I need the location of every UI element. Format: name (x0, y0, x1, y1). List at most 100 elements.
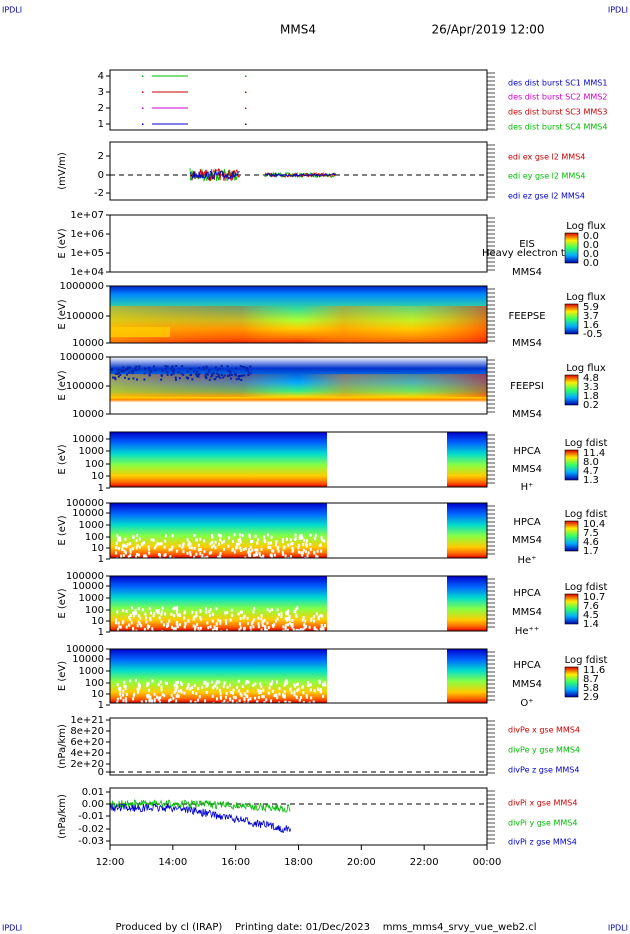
speckle (119, 373, 122, 376)
speckle (239, 365, 242, 368)
colorbar-tick-label: 2.9 (583, 692, 599, 703)
speckle (135, 539, 138, 543)
speckle (125, 368, 128, 371)
speckle (209, 542, 212, 546)
panel-label: FEEPSI (510, 381, 544, 392)
speckle (202, 557, 205, 561)
speckle (195, 538, 198, 542)
speckle (260, 628, 263, 632)
speckle (132, 697, 135, 701)
speckle (260, 547, 263, 551)
speckle (304, 550, 307, 554)
spectrogram-band (110, 327, 170, 337)
spacecraft-title: MMS4 (280, 23, 316, 37)
y-axis-label: E (eV) (57, 588, 68, 618)
speckle (217, 542, 220, 546)
speckle (226, 365, 229, 368)
speckle (233, 550, 236, 554)
speckle (254, 696, 257, 700)
speckle (132, 369, 135, 372)
speckle (248, 548, 251, 552)
speckle (124, 685, 127, 689)
speckle (187, 682, 190, 686)
y-tick-label: 6e+20 (70, 737, 104, 748)
speckle (295, 695, 298, 699)
speckle (152, 365, 155, 368)
spectrogram (447, 432, 487, 487)
y-tick-label: 1e+07 (70, 210, 104, 221)
speckle (313, 550, 316, 554)
speckle (263, 538, 266, 542)
y-tick-label: -2 (94, 188, 104, 199)
speckle (256, 541, 259, 545)
panel-label: MMS4 (512, 464, 542, 475)
speckle (160, 685, 163, 689)
burst-dot (245, 123, 247, 125)
speckle (257, 616, 260, 620)
speckle (230, 690, 233, 694)
speckle (143, 378, 146, 381)
speckle (232, 688, 235, 692)
colorbar (564, 374, 579, 406)
speckle (191, 691, 194, 695)
y-axis-label: (mV/m) (57, 152, 68, 190)
speckle (309, 688, 312, 692)
colorbar-tick-label: 0.0 (583, 240, 599, 251)
panel-frame (109, 787, 488, 846)
speckle (141, 541, 144, 545)
speckle (222, 376, 225, 379)
y-axis-label: (nPa/km) (57, 794, 68, 839)
speckle (322, 683, 325, 687)
speckle (153, 699, 156, 703)
legend-label: divPe y gse MMS4 (508, 746, 580, 755)
x-tick-label: 16:00 (221, 857, 250, 868)
panel-label: MMS4 (512, 267, 542, 278)
speckle (153, 546, 156, 550)
speckle (305, 539, 308, 543)
x-tick-label: 22:00 (410, 857, 439, 868)
speckle (296, 606, 299, 610)
speckle (189, 687, 192, 691)
speckle (124, 551, 127, 555)
speckle (256, 553, 259, 557)
colorbar-tick-label: 11.4 (583, 448, 605, 459)
speckle (119, 688, 122, 692)
speckle (324, 557, 327, 561)
y-tick-label: 100 (85, 678, 104, 689)
y-tick-label: 100 (85, 532, 104, 543)
speckle (170, 547, 173, 551)
y-tick-label: 1000000 (59, 352, 104, 363)
legend-label: divPi y gse MMS4 (508, 819, 577, 828)
speckle (277, 613, 280, 617)
speckle (146, 682, 149, 686)
speckle (145, 699, 148, 703)
speckle (274, 543, 277, 547)
speckle (187, 543, 190, 547)
speckle (135, 678, 138, 682)
speckle (157, 697, 160, 701)
speckle (284, 623, 287, 627)
speckle (157, 611, 160, 615)
speckle (229, 698, 232, 702)
y-tick-label: 2 (98, 151, 104, 162)
panel-label: H⁺ (521, 482, 534, 493)
speckle (172, 368, 175, 371)
speckle (316, 549, 319, 553)
speckle (223, 539, 226, 543)
speckle (150, 538, 153, 542)
speckle (284, 628, 287, 632)
colorbar-title: Log fdist (565, 509, 608, 520)
speckle (293, 610, 296, 614)
speckle (195, 552, 198, 556)
speckle (135, 365, 138, 368)
speckle (202, 366, 205, 369)
speckle (282, 552, 285, 556)
speckle (249, 554, 252, 558)
speckle (167, 622, 170, 626)
speckle (283, 690, 286, 694)
y-tick-label: 0.01 (82, 787, 104, 798)
corner-label: IPDLI (608, 924, 628, 933)
speckle (176, 680, 179, 684)
speckle (300, 551, 303, 555)
